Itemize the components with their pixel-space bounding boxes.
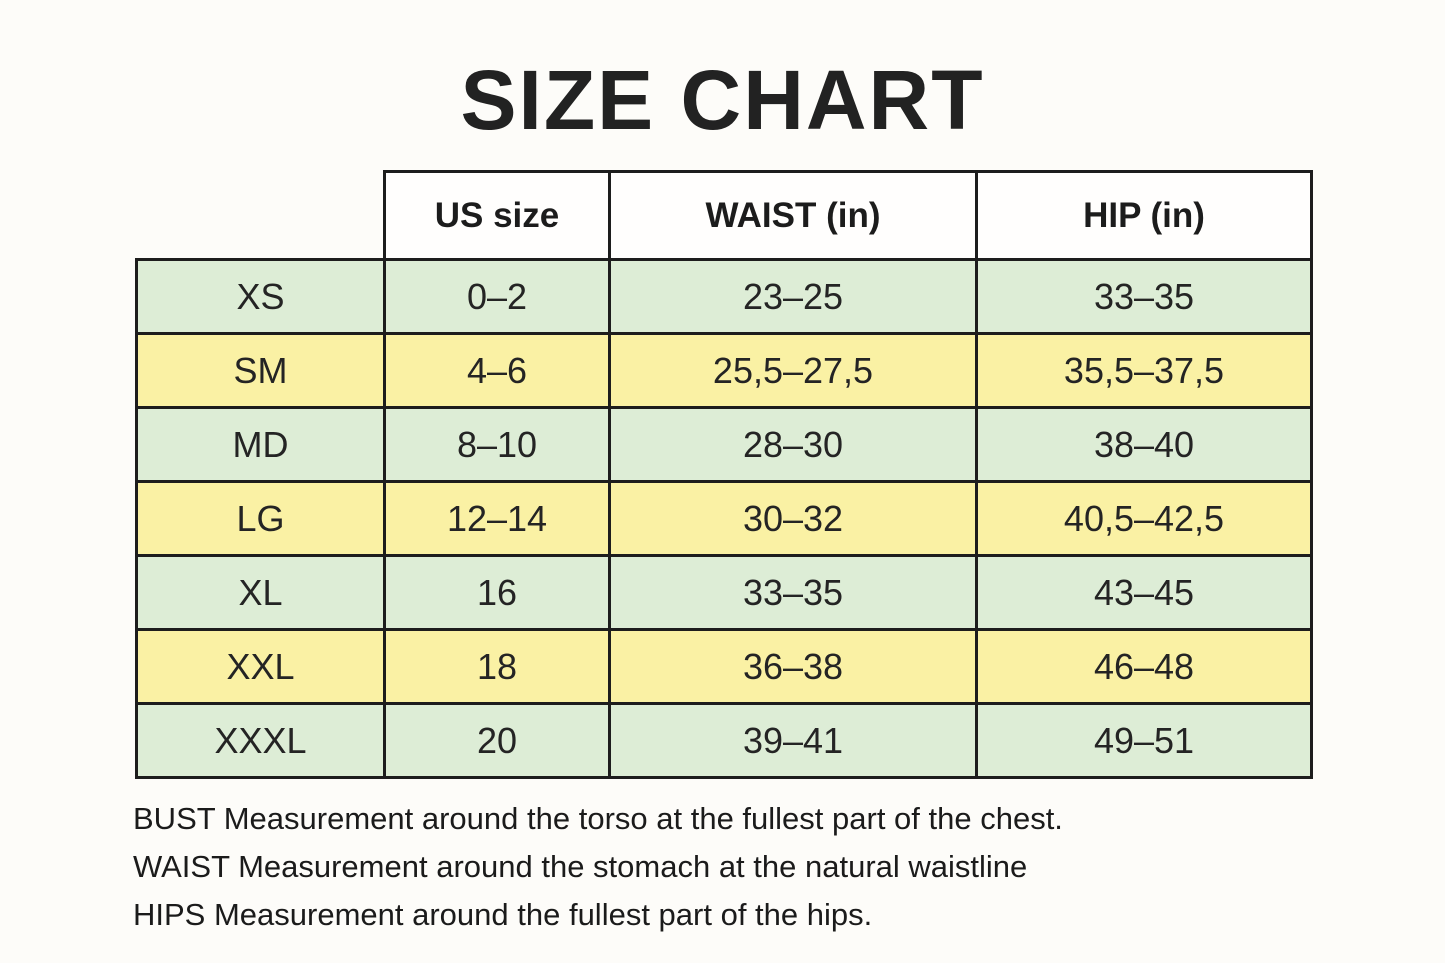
- waist-cell: 36–38: [608, 628, 978, 705]
- size-cell: MD: [135, 406, 386, 483]
- us-size-cell: 20: [383, 702, 611, 779]
- size-cell: LG: [135, 480, 386, 557]
- size-cell: SM: [135, 332, 386, 409]
- header-row: US size WAIST (in) HIP (in): [137, 170, 1313, 261]
- hip-cell: 49–51: [975, 702, 1313, 779]
- hip-cell: 33–35: [975, 258, 1313, 335]
- table-row: SM 4–6 25,5–27,5 35,5–37,5: [135, 332, 1313, 409]
- table-row: LG 12–14 30–32 40,5–42,5: [135, 480, 1313, 557]
- column-header-waist: WAIST (in): [608, 170, 978, 261]
- hip-cell: 46–48: [975, 628, 1313, 705]
- column-header-hip: HIP (in): [975, 170, 1313, 261]
- table-row: XXXL 20 39–41 49–51: [135, 702, 1313, 779]
- table-row: XL 16 33–35 43–45: [135, 554, 1313, 631]
- us-size-cell: 4–6: [383, 332, 611, 409]
- hip-cell: 38–40: [975, 406, 1313, 483]
- table-row: XS 0–2 23–25 33–35: [135, 258, 1313, 335]
- size-cell: XS: [135, 258, 386, 335]
- note-waist: WAIST Measurement around the stomach at …: [133, 849, 1028, 884]
- waist-cell: 30–32: [608, 480, 978, 557]
- waist-cell: 39–41: [608, 702, 978, 779]
- size-cell: XL: [135, 554, 386, 631]
- hip-cell: 40,5–42,5: [975, 480, 1313, 557]
- note-bust: BUST Measurement around the torso at the…: [133, 801, 1063, 836]
- us-size-cell: 16: [383, 554, 611, 631]
- note-hips: HIPS Measurement around the fullest part…: [133, 897, 873, 932]
- hip-cell: 43–45: [975, 554, 1313, 631]
- us-size-cell: 0–2: [383, 258, 611, 335]
- blank-corner-cell: [137, 172, 385, 260]
- table-row: XXL 18 36–38 46–48: [135, 628, 1313, 705]
- page-title: SIZE CHART: [460, 53, 985, 147]
- us-size-cell: 8–10: [383, 406, 611, 483]
- measurement-notes: BUST Measurement around the torso at the…: [133, 795, 1063, 939]
- waist-cell: 28–30: [608, 406, 978, 483]
- waist-cell: 23–25: [608, 258, 978, 335]
- us-size-cell: 18: [383, 628, 611, 705]
- column-header-us-size: US size: [383, 170, 611, 261]
- size-cell: XXXL: [135, 702, 386, 779]
- waist-cell: 33–35: [608, 554, 978, 631]
- hip-cell: 35,5–37,5: [975, 332, 1313, 409]
- table-row: MD 8–10 28–30 38–40: [135, 406, 1313, 483]
- waist-cell: 25,5–27,5: [608, 332, 978, 409]
- us-size-cell: 12–14: [383, 480, 611, 557]
- size-cell: XXL: [135, 628, 386, 705]
- size-chart-table: US size WAIST (in) HIP (in) XS 0–2 23–25…: [135, 170, 1313, 779]
